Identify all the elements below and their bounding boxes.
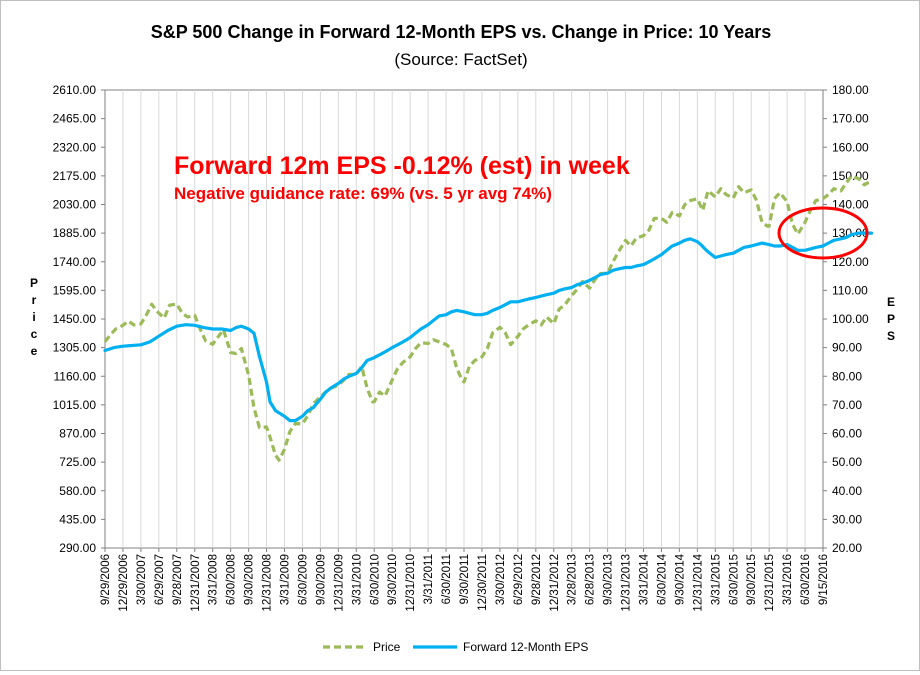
right-tick-label: 90.00 xyxy=(832,341,862,355)
series-layer xyxy=(103,174,874,462)
chart-title: S&P 500 Change in Forward 12-Month EPS v… xyxy=(151,22,772,42)
left-tick-label: 2320.00 xyxy=(53,140,97,154)
right-tick-label: 130.00 xyxy=(832,226,869,240)
right-tick-label: 60.00 xyxy=(832,427,862,441)
chart-subtitle: (Source: FactSet) xyxy=(394,50,527,69)
x-tick-label: 9/30/2011 xyxy=(459,554,471,604)
x-tick-label: 6/30/2008 xyxy=(226,554,238,605)
right-tick-label: 150.00 xyxy=(832,169,869,183)
x-tick-label: 12/31/2009 xyxy=(333,554,345,612)
x-tick-label: 9/30/2008 xyxy=(244,554,256,605)
left-tick-label: 290.00 xyxy=(59,541,96,555)
left-tick-label: 870.00 xyxy=(59,427,96,441)
x-tick-label: 12/31/2012 xyxy=(549,554,561,612)
x-tick-label: 6/28/2013 xyxy=(585,554,597,605)
right-axis-ticks: 180.00 170.00 160.00 150.00 140.00 130.00 120.… xyxy=(823,83,869,555)
right-tick-label: 170.00 xyxy=(832,112,869,126)
left-tick-label: 1595.00 xyxy=(53,283,97,297)
right-tick-label: 120.00 xyxy=(832,255,869,269)
x-tick-label: 12/29/2006 xyxy=(118,554,130,612)
right-tick-label: 100.00 xyxy=(832,312,869,326)
x-tick-label: 6/30/2015 xyxy=(728,554,740,605)
x-tick-label: 6/30/2016 xyxy=(800,554,812,605)
x-tick-label: 6/30/2011 xyxy=(441,554,453,604)
right-tick-label: 50.00 xyxy=(832,455,862,469)
left-tick-label: 2465.00 xyxy=(53,112,97,126)
x-tick-label: 12/31/2014 xyxy=(692,553,704,611)
left-tick-label: 2610.00 xyxy=(53,83,97,97)
x-tick-label: 12/31/2007 xyxy=(190,554,202,612)
x-tick-label: 3/30/2012 xyxy=(495,554,507,605)
x-tick-label: 6/30/2014 xyxy=(656,553,668,605)
x-tick-label: 6/29/2007 xyxy=(154,554,166,605)
x-tick-label: 3/31/2014 xyxy=(639,553,651,605)
annotation-subline: Negative guidance rate: 69% (vs. 5 yr av… xyxy=(174,184,552,203)
left-tick-label: 2030.00 xyxy=(53,198,97,212)
x-tick-label: 9/28/2012 xyxy=(531,554,543,605)
x-tick-label: 3/31/2010 xyxy=(351,554,363,605)
x-tick-label: 9/30/2013 xyxy=(603,554,615,605)
left-tick-label: 1015.00 xyxy=(53,398,97,412)
x-tick-label: 3/30/2007 xyxy=(136,554,148,605)
x-tick-label: 9/15/2016 xyxy=(818,554,830,605)
x-tick-label: 12/31/2015 xyxy=(764,554,776,612)
x-tick-label: 3/31/2015 xyxy=(710,554,722,605)
annotation-headline: Forward 12m EPS -0.12% (est) in week xyxy=(174,152,630,180)
right-tick-label: 40.00 xyxy=(832,484,862,498)
x-tick-label: 6/30/2009 xyxy=(297,554,309,605)
series-line-price xyxy=(103,174,873,462)
x-tick-label: 12/31/2008 xyxy=(262,554,274,612)
x-tick-label: 12/30/2011 xyxy=(477,554,489,611)
left-tick-label: 2175.00 xyxy=(53,169,97,183)
left-tick-label: 580.00 xyxy=(59,484,96,498)
x-tick-label: 3/28/2013 xyxy=(567,554,579,605)
x-tick-label: 6/30/2010 xyxy=(369,554,381,605)
x-tick-label: 6/29/2012 xyxy=(513,554,525,605)
left-tick-label: 1305.00 xyxy=(53,341,97,355)
x-tick-label: 3/31/2011 xyxy=(423,554,435,604)
x-tick-label: 9/30/2009 xyxy=(315,554,327,605)
left-axis-ticks: 2610.00 2465.00 2320.00 2175.00 2030.00 1885.… xyxy=(53,83,105,555)
right-tick-label: 70.00 xyxy=(832,398,862,412)
left-tick-label: 725.00 xyxy=(59,455,96,469)
vertical-gridlines xyxy=(122,90,806,548)
left-tick-label: 1450.00 xyxy=(53,312,97,326)
x-tick-label: 12/31/2010 xyxy=(405,554,417,612)
legend: Price Forward 12-Month EPS xyxy=(323,640,588,654)
x-tick-label: 3/31/2009 xyxy=(280,554,292,605)
right-tick-label: 160.00 xyxy=(832,140,869,154)
x-tick-label: 9/30/2010 xyxy=(387,554,399,605)
left-tick-label: 435.00 xyxy=(59,512,96,526)
right-tick-label: 140.00 xyxy=(832,198,869,212)
right-tick-label: 30.00 xyxy=(832,512,862,526)
x-tick-label: 9/30/2015 xyxy=(746,554,758,605)
left-tick-label: 1160.00 xyxy=(54,369,97,383)
right-tick-label: 20.00 xyxy=(832,541,862,555)
left-tick-label: 1740.00 xyxy=(53,255,97,269)
right-tick-label: 110.00 xyxy=(832,283,868,297)
right-tick-label: 180.00 xyxy=(832,83,869,97)
right-tick-label: 80.00 xyxy=(832,369,862,383)
legend-label-price: Price xyxy=(373,640,401,654)
x-tick-label: 12/31/2013 xyxy=(621,554,633,612)
left-tick-label: 1885.00 xyxy=(53,226,97,240)
x-tick-label: 3/31/2008 xyxy=(208,554,220,605)
x-tick-label: 3/31/2016 xyxy=(782,554,794,605)
legend-label-forward-eps: Forward 12-Month EPS xyxy=(463,640,588,654)
x-tick-label: 9/29/2006 xyxy=(100,554,112,605)
highlight-ellipse xyxy=(777,206,869,260)
x-axis-ticks: 9/29/2006 12/29/2006 3/30/2007 6/29/2007 9/2… xyxy=(100,548,830,612)
x-tick-label: 9/30/2014 xyxy=(674,553,686,605)
series-line-forward-eps xyxy=(103,231,874,423)
x-tick-label: 9/28/2007 xyxy=(172,554,184,605)
